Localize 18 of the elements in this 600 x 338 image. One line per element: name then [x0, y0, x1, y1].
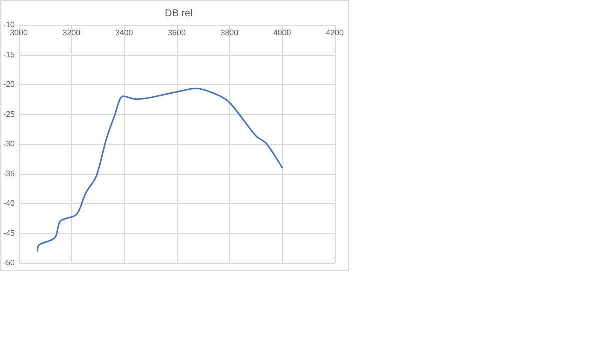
y-tick-label: -15: [3, 50, 16, 60]
y-tick-label: -50: [3, 258, 16, 268]
y-tick-label: -10: [3, 20, 16, 30]
x-tick-label: 3400: [115, 28, 134, 38]
y-tick-label: -35: [3, 169, 16, 178]
x-tick-label: 3800: [220, 28, 240, 38]
x-tick-label: 3000: [10, 28, 28, 38]
y-tick-label: -25: [3, 110, 16, 119]
y-tick-label: -30: [3, 140, 16, 148]
x-tick-label: 3200: [62, 28, 82, 38]
chart-title: DB rel: [165, 8, 193, 20]
x-tick-label: 3600: [168, 28, 186, 38]
x-tick-label: 4200: [326, 28, 344, 38]
y-tick-label: -45: [3, 228, 16, 238]
x-tick-label: 4000: [273, 28, 292, 38]
line-series: [36, 88, 284, 252]
y-tick-label: -20: [3, 80, 16, 89]
y-tick-label: -40: [3, 199, 16, 208]
